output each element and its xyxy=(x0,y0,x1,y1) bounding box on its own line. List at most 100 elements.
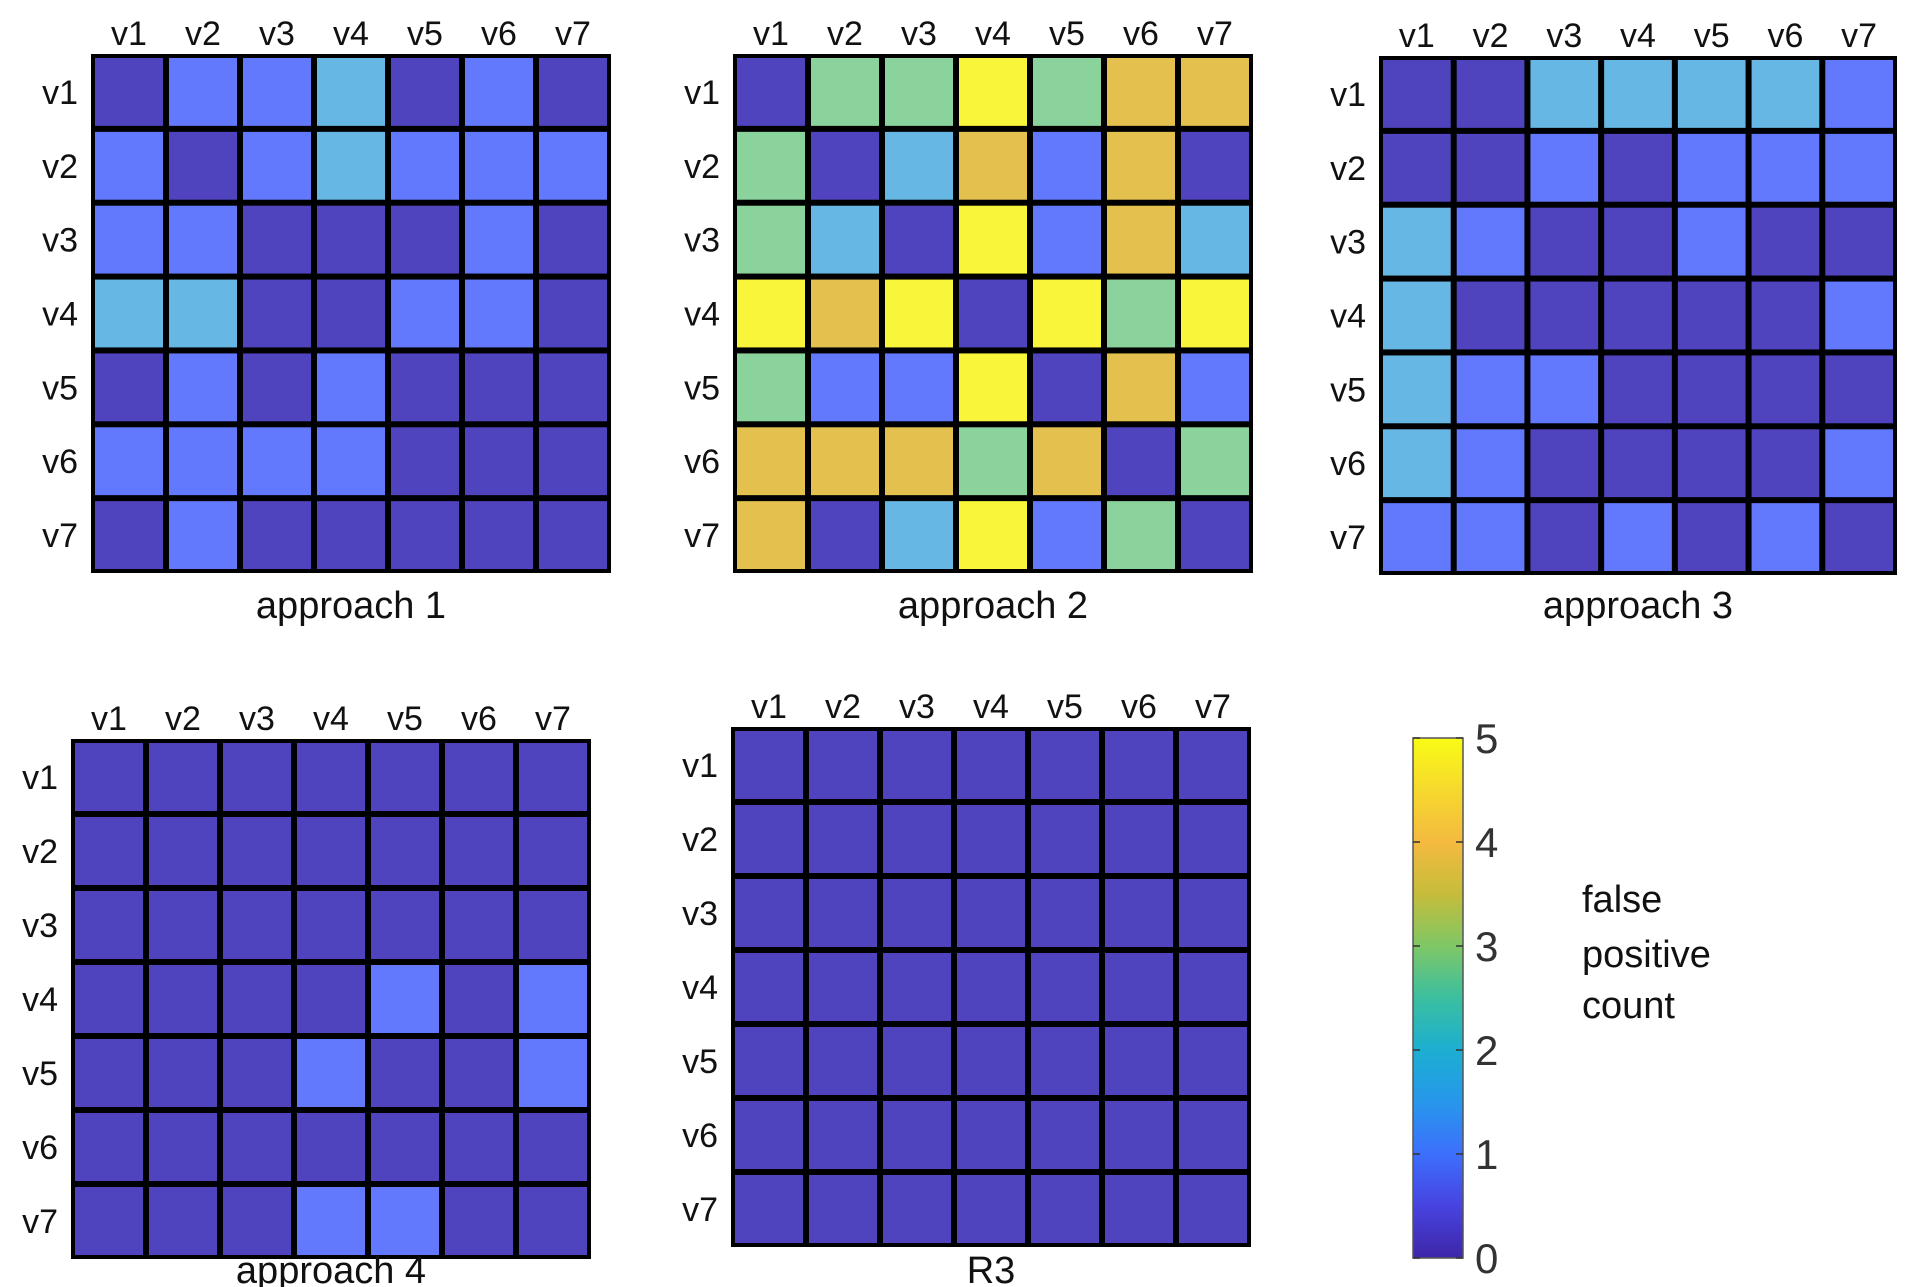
row-tick-label: v3 xyxy=(682,895,718,933)
row-tick-label: v6 xyxy=(684,443,720,481)
heatmap-cell-r6-c5 xyxy=(1677,429,1746,498)
heatmap-cell-r5-c7 xyxy=(519,1039,587,1107)
heatmap-cell-r4-c7 xyxy=(1825,281,1893,350)
row-tick-label: v4 xyxy=(1330,298,1366,336)
heatmap-cell-r6-c1 xyxy=(75,1113,143,1181)
heatmap-cell-r7-c5 xyxy=(1677,503,1746,571)
heatmap-cell-r2-c5 xyxy=(1031,805,1099,873)
heatmap-cell-r2-c6 xyxy=(1751,133,1820,202)
column-tick-label: v4 xyxy=(1620,17,1656,55)
heatmap-cell-r5-c5 xyxy=(391,353,459,422)
heatmap-cell-r2-c7 xyxy=(519,817,587,885)
heatmap-cell-r2-c6 xyxy=(465,131,533,200)
heatmap-cell-r1-c1 xyxy=(737,58,805,126)
heatmap-cell-r1-c1 xyxy=(75,743,143,811)
panel-title: approach 3 xyxy=(1543,585,1733,627)
heatmap-cell-r5-c1 xyxy=(95,353,163,422)
row-tick-label: v4 xyxy=(682,969,718,1007)
heatmap-cell-r4-c2 xyxy=(149,965,217,1033)
heatmap-cell-r7-c5 xyxy=(1031,1175,1099,1243)
heatmap-cell-r7-c3 xyxy=(243,501,311,569)
heatmap-cell-r2-c7 xyxy=(1179,805,1247,873)
heatmap-cell-r7-c5 xyxy=(1033,501,1101,569)
heatmap-cell-r5-c7 xyxy=(539,353,607,422)
heatmap-cell-r1-c5 xyxy=(371,743,439,811)
heatmap-cell-r3-c3 xyxy=(885,205,953,274)
heatmap-cell-r4-c2 xyxy=(169,279,237,348)
row-tick-label: v3 xyxy=(22,907,58,945)
heatmap-cell-r2-c3 xyxy=(885,131,953,200)
heatmap-cell-r4-c3 xyxy=(883,953,951,1021)
heatmap-cell-r3-c1 xyxy=(75,891,143,959)
row-tick-label: v1 xyxy=(42,74,78,112)
colorbar-tick-label: 1 xyxy=(1475,1131,1498,1178)
heatmap-cell-r5-c5 xyxy=(371,1039,439,1107)
heatmap-cell-r7-c5 xyxy=(391,501,459,569)
row-tick-label: v2 xyxy=(22,833,58,871)
heatmap-cell-r5-c6 xyxy=(445,1039,513,1107)
column-tick-label: v2 xyxy=(827,15,863,53)
row-tick-label: v3 xyxy=(42,222,78,260)
heatmap-cell-r6-c5 xyxy=(1033,427,1101,496)
heatmap-cell-r3-c1 xyxy=(95,205,163,274)
heatmap-frame xyxy=(91,54,611,573)
heatmap-cell-r2-c6 xyxy=(1107,131,1175,200)
heatmap-cell-r3-c2 xyxy=(149,891,217,959)
heatmap-cell-r6-c1 xyxy=(1383,429,1451,498)
heatmap-cell-r1-c7 xyxy=(539,58,607,126)
heatmap-cell-r1-c3 xyxy=(885,58,953,126)
column-tick-label: v5 xyxy=(1047,688,1083,726)
column-tick-label: v6 xyxy=(1121,688,1157,726)
heatmap-cell-r1-c6 xyxy=(465,58,533,126)
heatmap-cell-r4-c3 xyxy=(885,279,953,348)
row-tick-label: v2 xyxy=(42,148,78,186)
heatmap-cell-r6-c7 xyxy=(1825,429,1893,498)
heatmap-cell-r1-c4 xyxy=(317,58,385,126)
heatmap-cell-r5-c3 xyxy=(1530,355,1599,424)
heatmap-cell-r4-c1 xyxy=(1383,281,1451,350)
heatmap-cell-r6-c2 xyxy=(149,1113,217,1181)
column-tick-label: v2 xyxy=(825,688,861,726)
heatmap-cell-r7-c4 xyxy=(957,1175,1025,1243)
heatmap-cell-r1-c1 xyxy=(95,58,163,126)
heatmap-cell-r7-c4 xyxy=(297,1187,365,1255)
colorbar-tick-label: 4 xyxy=(1475,819,1498,866)
heatmap-cell-r4-c3 xyxy=(243,279,311,348)
heatmap-cell-r4-c7 xyxy=(1181,279,1249,348)
panel-title: approach 2 xyxy=(898,585,1088,627)
heatmap-cell-r7-c4 xyxy=(317,501,385,569)
heatmap-cell-r2-c4 xyxy=(957,805,1025,873)
heatmap-cell-r6-c2 xyxy=(809,1101,877,1169)
heatmap-cell-r5-c2 xyxy=(169,353,237,422)
heatmap-cell-r3-c1 xyxy=(737,205,805,274)
heatmap-cell-r3-c7 xyxy=(539,205,607,274)
heatmap-cell-r2-c5 xyxy=(1033,131,1101,200)
heatmap-cell-r4-c4 xyxy=(317,279,385,348)
heatmap-cell-r2-c1 xyxy=(735,805,803,873)
column-tick-label: v6 xyxy=(461,700,497,738)
heatmap-cell-r2-c3 xyxy=(883,805,951,873)
heatmap-cell-r3-c4 xyxy=(957,879,1025,947)
row-tick-label: v1 xyxy=(682,747,718,785)
row-tick-label: v1 xyxy=(684,74,720,112)
heatmap-cell-r7-c7 xyxy=(539,501,607,569)
heatmap-cell-r3-c1 xyxy=(735,879,803,947)
row-tick-label: v3 xyxy=(684,222,720,260)
heatmap-cell-r5-c2 xyxy=(149,1039,217,1107)
heatmap-cell-r6-c3 xyxy=(1530,429,1599,498)
heatmap-cell-r5-c2 xyxy=(811,353,879,422)
heatmap-cell-r5-c2 xyxy=(809,1027,877,1095)
heatmap-cell-r5-c3 xyxy=(243,353,311,422)
heatmap-cell-r6-c5 xyxy=(1031,1101,1099,1169)
heatmap-cell-r3-c6 xyxy=(445,891,513,959)
column-tick-label: v1 xyxy=(753,15,789,53)
heatmap-cell-r1-c7 xyxy=(519,743,587,811)
heatmap-cell-r6-c1 xyxy=(95,427,163,496)
heatmap-cell-r7-c6 xyxy=(1107,501,1175,569)
heatmap-cell-r3-c2 xyxy=(169,205,237,274)
heatmap-cell-r4-c4 xyxy=(959,279,1027,348)
heatmap-cell-r2-c5 xyxy=(371,817,439,885)
heatmap-cell-r5-c7 xyxy=(1179,1027,1247,1095)
column-tick-label: v3 xyxy=(239,700,275,738)
heatmap-cell-r6-c4 xyxy=(297,1113,365,1181)
